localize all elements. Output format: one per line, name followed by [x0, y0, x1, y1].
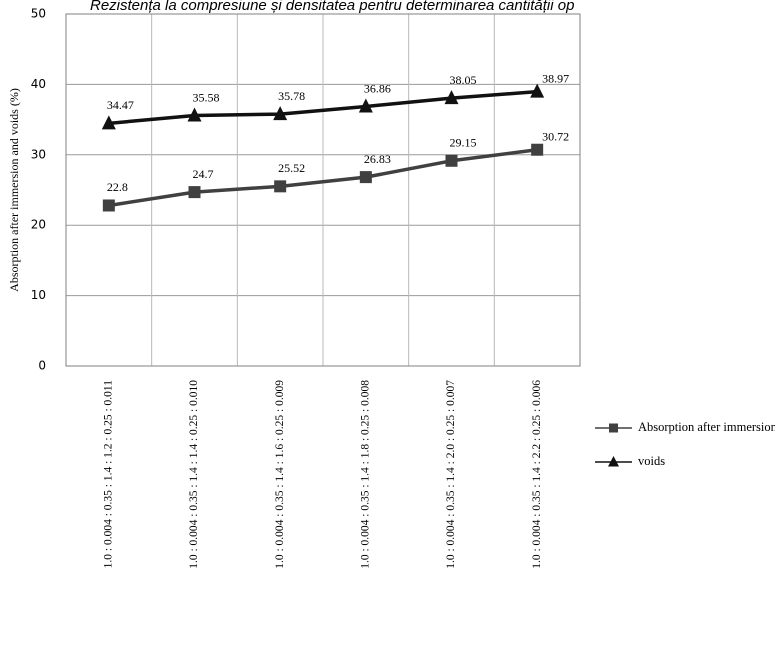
x-axis-ticks: 1.0 : 0.004 : 0.35 : 1.4 : 1.2 : 0.25 : …: [102, 380, 542, 569]
data-label: 38.05: [450, 73, 477, 87]
x-tick-label: 1.0 : 0.004 : 0.35 : 1.4 : 2.2 : 0.25 : …: [531, 380, 543, 569]
x-tick-label: 1.0 : 0.004 : 0.35 : 1.4 : 1.8 : 0.25 : …: [359, 380, 371, 569]
plot-area-border: [65, 13, 581, 367]
legend-label: Absorption after immersion: [638, 420, 775, 434]
series-voids: 34.47 35.58 35.78 36.86 38.05 38.97: [101, 71, 569, 130]
data-point-square: [445, 154, 458, 167]
grid: [66, 13, 580, 367]
x-tick-label: 1.0 : 0.004 : 0.35 : 1.4 : 1.6 : 0.25 : …: [274, 380, 286, 569]
data-label: 34.47: [107, 98, 134, 112]
data-label: 36.86: [364, 81, 391, 95]
y-axis-ticks: 0 10 20 30 40 50: [31, 7, 46, 373]
data-label: 25.52: [278, 161, 305, 175]
legend-item: Absorption after immersion: [595, 420, 775, 434]
data-point-triangle: [273, 106, 288, 121]
data-point-square: [102, 199, 115, 212]
data-point-square: [531, 143, 544, 156]
y-tick-label: 10: [31, 288, 46, 302]
data-label: 38.97: [542, 71, 569, 85]
x-tick-label: 1.0 : 0.004 : 0.35 : 1.4 : 2.0 : 0.25 : …: [445, 380, 457, 569]
y-tick-label: 40: [31, 77, 46, 91]
legend: Absorption after immersion voids: [595, 420, 775, 468]
legend-marker-square: [609, 423, 618, 433]
data-label: 24.7: [193, 167, 214, 181]
data-label: 29.15: [450, 136, 477, 150]
data-point-triangle: [101, 115, 116, 130]
x-tick-label: 1.0 : 0.004 : 0.35 : 1.4 : 1.4 : 0.25 : …: [188, 380, 200, 569]
legend-item: voids: [595, 454, 665, 468]
data-point-triangle: [358, 98, 373, 113]
data-point-square: [359, 171, 372, 184]
y-tick-label: 20: [31, 218, 46, 232]
legend-marker-triangle: [608, 456, 619, 467]
data-point-triangle: [187, 107, 202, 122]
data-point-square: [274, 180, 287, 193]
data-label: 35.78: [278, 89, 305, 103]
series-line: [108, 147, 538, 208]
series-layer: 22.8 24.7 25.52 26.83 29.15 30.72 34.47 35.58 35…: [101, 71, 569, 212]
series-absorption: 22.8 24.7 25.52 26.83 29.15 30.72: [102, 129, 569, 212]
chart-title: Rezistența la compresiune și densitatea …: [90, 0, 574, 14]
y-axis-label: Absorption after immersion and voids (%): [7, 88, 21, 292]
data-label: 30.72: [542, 129, 569, 143]
data-point-triangle: [444, 90, 459, 105]
data-point-square: [188, 186, 201, 199]
data-label: 35.58: [193, 90, 220, 104]
y-tick-label: 0: [38, 359, 46, 373]
x-tick-label: 1.0 : 0.004 : 0.35 : 1.4 : 1.2 : 0.25 : …: [102, 380, 114, 569]
series-line: [108, 89, 538, 126]
data-label: 26.83: [364, 152, 391, 166]
y-tick-label: 30: [31, 147, 46, 161]
data-point-triangle: [530, 83, 545, 98]
legend-label: voids: [638, 454, 665, 468]
y-tick-label: 50: [31, 7, 46, 21]
data-label: 22.8: [107, 180, 128, 194]
